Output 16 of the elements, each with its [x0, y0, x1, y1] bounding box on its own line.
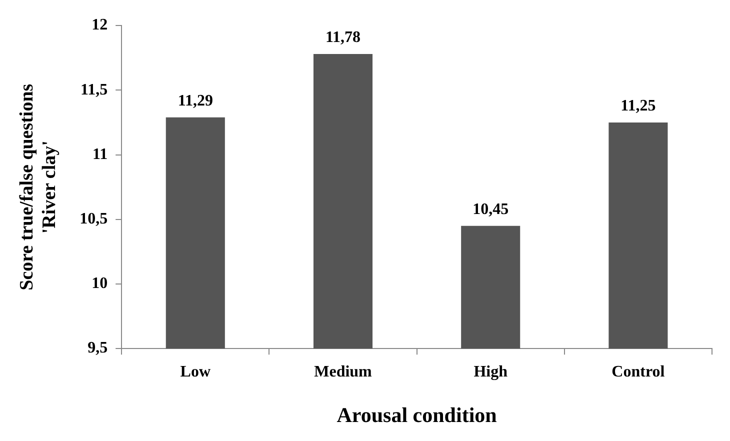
data-label: 10,45 [472, 201, 509, 218]
y-tick-label: 12 [92, 16, 108, 34]
x-tick-label: Medium [314, 363, 373, 380]
y-axis-title: Score true/false questions 'River clay' [16, 84, 60, 290]
y-tick-label: 10 [92, 275, 108, 292]
y-tick-label: 10,5 [80, 210, 108, 228]
x-tick-label: High [474, 363, 508, 380]
x-tick-label: Low [180, 363, 211, 380]
y-tick-label: 11 [92, 146, 108, 163]
y-tick-label: 11,5 [80, 81, 108, 98]
x-tick-label: Control [612, 363, 666, 380]
data-label: 11,25 [620, 98, 656, 115]
data-label: 11,29 [178, 92, 213, 110]
x-axis-title: Arousal condition [336, 402, 498, 427]
y-tick-label: 9,5 [88, 340, 108, 357]
data-label: 11,78 [325, 29, 361, 46]
